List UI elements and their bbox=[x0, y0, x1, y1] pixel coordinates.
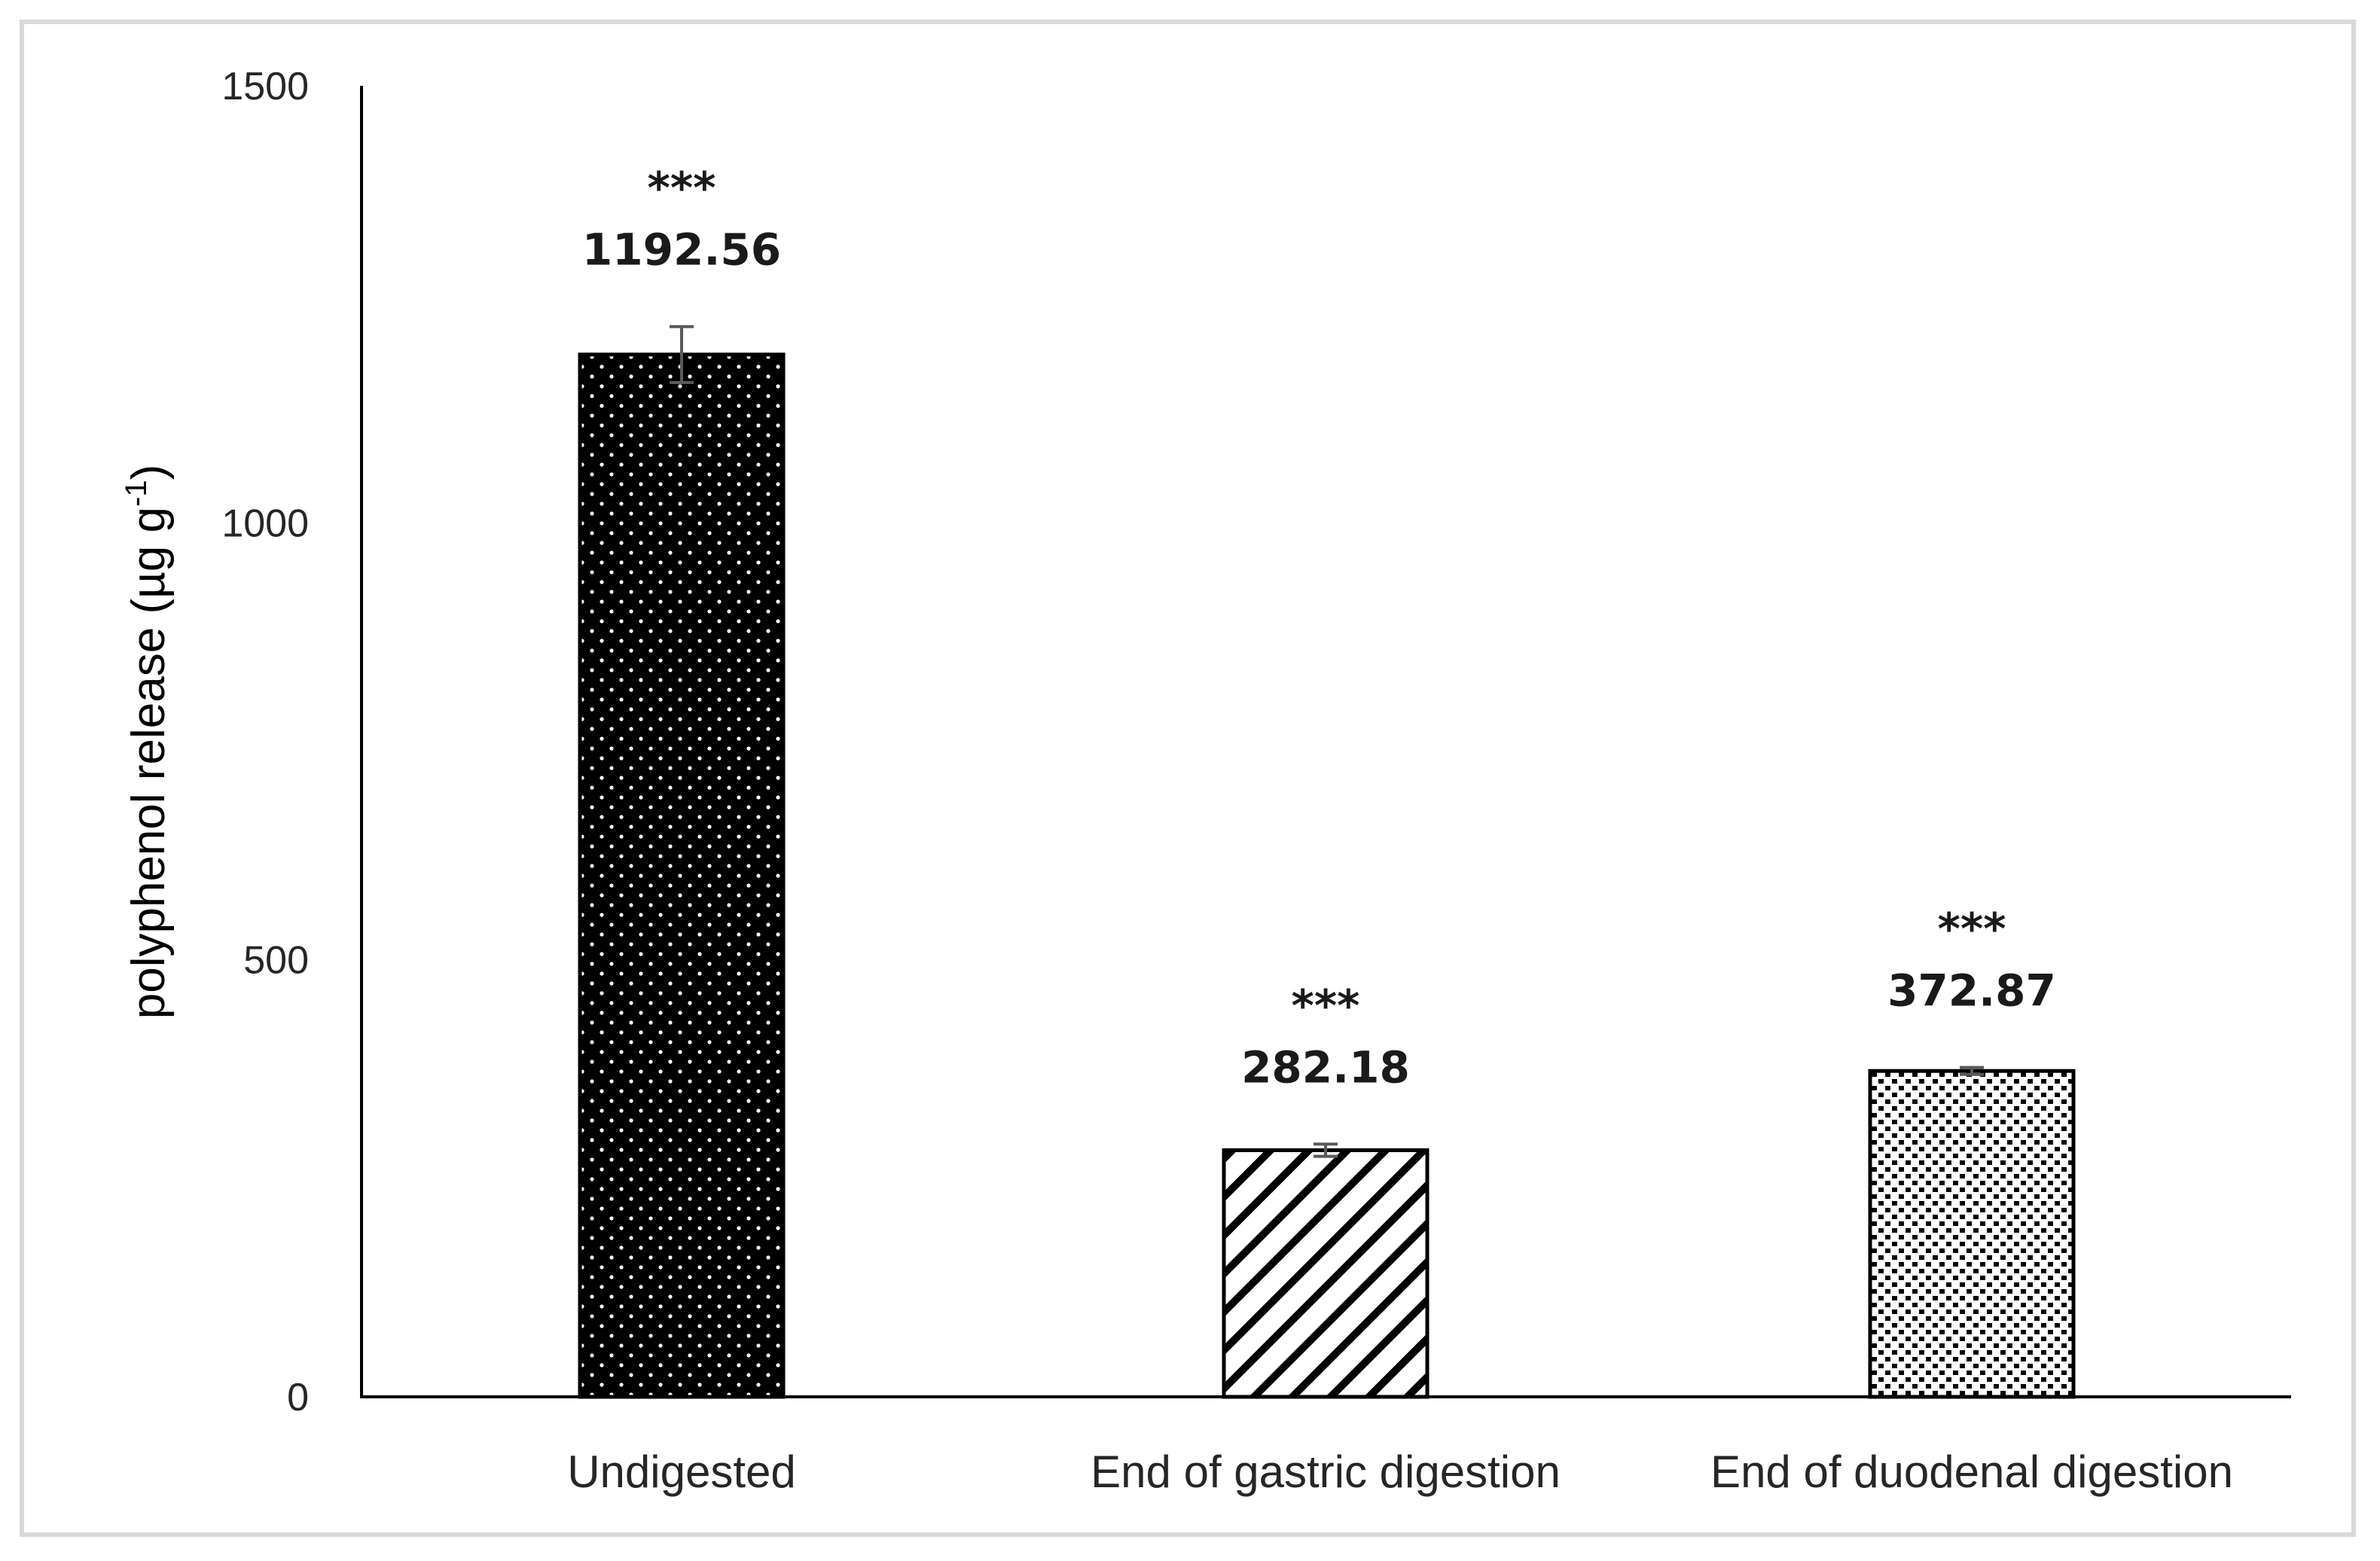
x-category-label: End of gastric digestion bbox=[1091, 1447, 1561, 1497]
bar-2 bbox=[1868, 1069, 2076, 1399]
x-category-label: Undigested bbox=[567, 1447, 796, 1497]
y-tick-label: 0 bbox=[287, 1376, 309, 1419]
significance-marker-2: *** bbox=[1938, 904, 2006, 955]
error-bar-0 bbox=[670, 325, 694, 384]
bar-0 bbox=[578, 352, 786, 1399]
data-label-2: 372.87 bbox=[1887, 965, 2056, 1017]
bar-1 bbox=[1222, 1148, 1430, 1399]
error-bar-2 bbox=[1960, 1066, 1984, 1076]
significance-marker-0: *** bbox=[648, 163, 716, 214]
data-label-0: 1192.56 bbox=[582, 224, 781, 276]
y-tick-label: 1500 bbox=[221, 65, 309, 108]
x-category-label: End of duodenal digestion bbox=[1710, 1447, 2233, 1497]
y-tick-label: 500 bbox=[243, 939, 309, 983]
significance-marker-1: *** bbox=[1292, 980, 1360, 1031]
y-tick-label: 1000 bbox=[221, 502, 309, 545]
data-label-1: 282.18 bbox=[1241, 1041, 1410, 1093]
y-axis-label: polyphenol release (µg g-1) bbox=[120, 465, 175, 1020]
error-bar-1 bbox=[1314, 1142, 1338, 1158]
